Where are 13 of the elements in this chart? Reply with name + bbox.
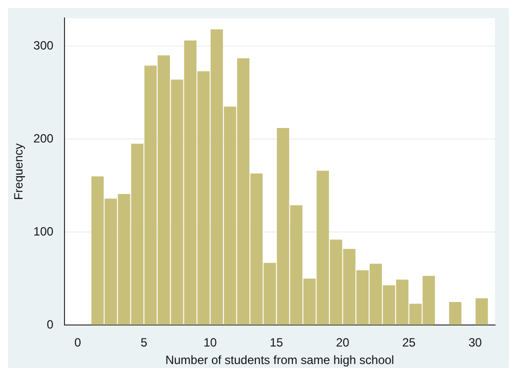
- x-tick-label: 0: [74, 336, 82, 350]
- y-tick-label: 300: [33, 38, 54, 52]
- x-tick-label: 20: [336, 336, 350, 350]
- x-axis-title: Number of students from same high school: [165, 353, 394, 368]
- y-axis-title: Frequency: [12, 143, 26, 200]
- x-tick-label: 15: [270, 336, 284, 350]
- y-tick-label: 100: [33, 224, 54, 238]
- y-tick-label: 0: [46, 318, 54, 332]
- x-tick-label: 10: [203, 336, 218, 350]
- x-tick-label: 30: [468, 336, 482, 350]
- x-tick-label: 5: [140, 336, 148, 350]
- x-tick-label: 25: [402, 336, 416, 350]
- y-tick-label: 200: [33, 131, 54, 146]
